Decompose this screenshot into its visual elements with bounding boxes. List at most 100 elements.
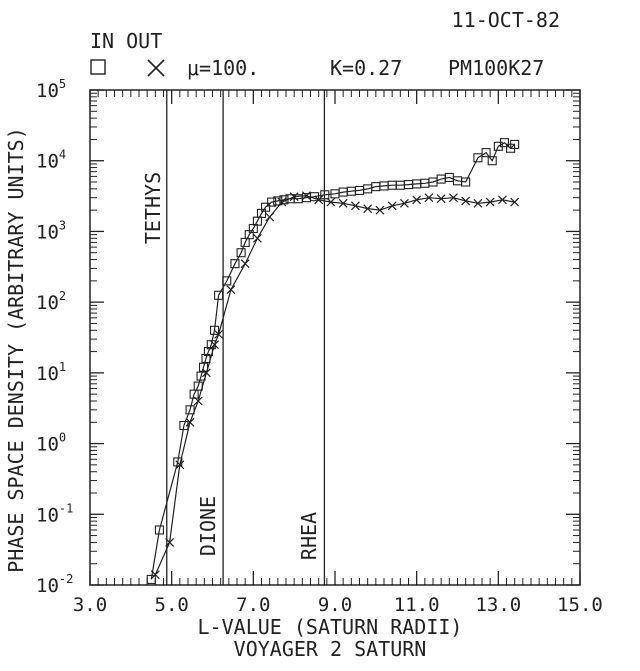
data-point-out: [363, 204, 373, 214]
moon-label-tethys: TETHYS: [141, 172, 165, 244]
y-tick-label: 103: [36, 218, 66, 243]
data-point-in: [510, 139, 520, 149]
y-tick-base: 10: [36, 363, 59, 385]
data-point-out: [473, 198, 483, 208]
y-tick-base: 10: [36, 575, 59, 597]
y-tick-exponent: 2: [59, 289, 66, 303]
data-point-in: [179, 420, 189, 431]
data-point-in: [273, 196, 283, 206]
y-tick-exponent: 0: [59, 431, 66, 445]
y-tick-base: 10: [36, 504, 59, 526]
data-point-out: [436, 194, 446, 204]
data-point-in: [261, 202, 271, 212]
data-point-out: [289, 192, 299, 202]
data-point-in: [320, 190, 330, 200]
data-point-in: [481, 148, 491, 158]
series-layer: [146, 138, 520, 584]
moon-label-dione: DIONE: [196, 496, 220, 556]
x-axis-title: L-VALUE (SATURN RADII): [198, 615, 463, 639]
y-tick-exponent: 4: [59, 148, 66, 162]
x-tick-label: 15.0: [557, 594, 603, 616]
y-tick-label: 10-1: [36, 501, 73, 526]
data-point-out: [193, 396, 203, 406]
y-tick-base: 10: [36, 292, 59, 314]
x-tick-label: 9.0: [318, 594, 352, 616]
y-tick-base: 10: [36, 221, 59, 243]
data-point-out: [375, 205, 385, 215]
y-tick-label: 105: [36, 77, 66, 102]
moon-lines: TETHYS DIONE RHEA: [141, 90, 326, 585]
y-tick-label: 102: [36, 289, 66, 314]
plot-frame: [89, 89, 581, 586]
y-tick-base: 10: [36, 151, 59, 173]
data-point-out: [240, 259, 250, 269]
data-point-in: [173, 457, 183, 467]
x-tick-labels: 3.0 5.0 7.0 9.0 11.0 13.0 15.0: [73, 594, 603, 616]
data-point-out: [175, 460, 185, 470]
data-point-out: [210, 340, 219, 350]
y-tick-base: 10: [36, 80, 59, 102]
data-point-out: [350, 201, 360, 211]
data-point-in: [230, 259, 240, 269]
y-tick-exponent: -2: [59, 572, 73, 586]
data-point-out: [165, 538, 175, 547]
date-label: 11-OCT-82: [452, 8, 560, 32]
y-tick-base: 10: [36, 434, 59, 456]
y-tick-exponent: 5: [59, 77, 66, 91]
y-tick-exponent: -1: [59, 501, 73, 515]
data-point-in: [499, 138, 510, 148]
data-point-out: [252, 233, 262, 243]
data-point-in: [473, 153, 483, 163]
minor-ticks: [90, 90, 580, 585]
y-tick-exponent: 3: [59, 218, 66, 232]
data-point-out: [412, 195, 422, 205]
x-tick-label: 3.0: [73, 594, 107, 616]
data-point-in: [487, 156, 497, 166]
y-tick-label: 104: [36, 148, 66, 173]
series-line-in: [150, 141, 516, 580]
y-tick-label: 100: [36, 431, 66, 456]
data-point-out: [485, 197, 495, 207]
x-tick-label: 7.0: [236, 594, 270, 616]
legend-in-out-label: IN OUT: [90, 29, 162, 53]
data-point-out: [301, 191, 311, 201]
data-point-out: [150, 570, 160, 580]
data-point-out: [510, 197, 520, 207]
data-point-out: [185, 417, 195, 427]
data-point-out: [387, 201, 397, 211]
data-point-in: [185, 405, 195, 415]
data-point-in: [222, 276, 232, 286]
y-tick-label: 10-2: [36, 572, 73, 597]
data-point-out: [314, 195, 324, 205]
x-tick-label: 13.0: [475, 594, 521, 616]
data-point-in: [146, 574, 156, 584]
data-point-out: [497, 195, 507, 205]
x-tick-label: 5.0: [155, 594, 189, 616]
data-point-out: [226, 285, 236, 295]
data-point-in: [461, 177, 471, 187]
y-tick-exponent: 1: [59, 360, 66, 374]
y-tick-label: 101: [36, 360, 66, 385]
moon-label-rhea: RHEA: [297, 512, 321, 560]
data-point-out: [326, 197, 336, 207]
series-line-out: [154, 195, 515, 575]
major-ticks: [89, 89, 581, 586]
data-point-out: [265, 212, 275, 222]
data-point-in: [154, 525, 164, 535]
data-point-out: [424, 193, 434, 203]
data-point-in: [214, 290, 224, 300]
data-point-in: [267, 197, 277, 207]
data-point-out: [448, 193, 458, 203]
data-point-out: [338, 198, 348, 208]
data-point-in: [209, 325, 220, 335]
data-point-out: [214, 329, 224, 339]
data-point-in: [236, 248, 246, 258]
data-point-out: [277, 197, 287, 207]
y-axis-title: PHASE SPACE DENSITY (ARBITRARY UNITS): [4, 127, 28, 573]
x-tick-label: 11.0: [394, 594, 440, 616]
data-point-out: [461, 196, 471, 206]
k-label: K=0.27: [330, 56, 402, 80]
legend-square-marker: [90, 59, 106, 75]
